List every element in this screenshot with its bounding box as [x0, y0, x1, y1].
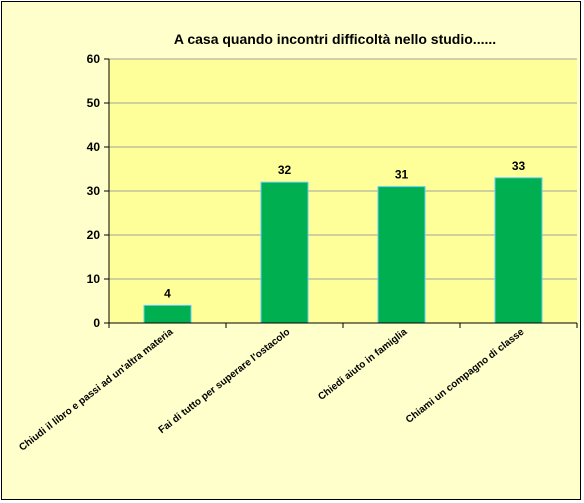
x-category-label: Chiudi il libro e passi ad un'altra mate…	[17, 326, 175, 453]
data-label: 4	[164, 286, 171, 300]
y-tick-label: 40	[87, 140, 101, 154]
y-tick-label: 60	[87, 52, 101, 66]
chart-title: A casa quando incontri difficoltà nello …	[174, 31, 496, 47]
bar	[494, 177, 543, 324]
y-tick-label: 0	[93, 316, 100, 330]
axes	[104, 58, 578, 328]
bar	[143, 304, 192, 324]
bars	[143, 177, 543, 324]
y-tick-label: 50	[87, 96, 101, 110]
y-tick-label: 10	[87, 272, 101, 286]
bar	[377, 186, 426, 324]
x-category-label: Chiedi aiuto in famiglia	[316, 326, 409, 402]
y-tick-label: 30	[87, 184, 101, 198]
data-label: 31	[395, 168, 409, 182]
bar	[260, 181, 309, 324]
data-label: 32	[278, 163, 292, 177]
y-tick-label: 20	[87, 228, 101, 242]
x-category-label: Chiami un compagno di classe	[404, 326, 527, 425]
data-label: 33	[512, 159, 526, 173]
gridlines	[109, 58, 577, 280]
x-category-label: Fai di tutto per superare l'ostacolo	[157, 327, 293, 436]
